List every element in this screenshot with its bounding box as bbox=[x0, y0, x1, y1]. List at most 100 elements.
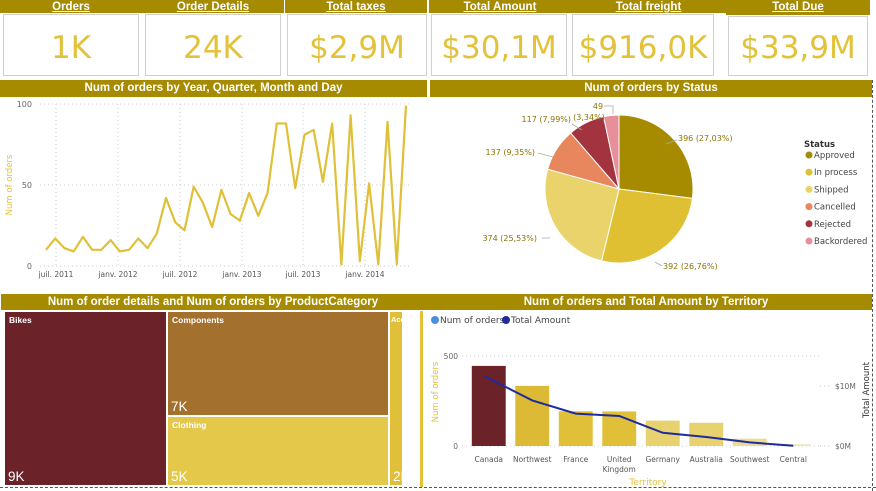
x-tick-label: France bbox=[563, 455, 588, 464]
pie-data-label: 137 (9,35%) bbox=[486, 148, 535, 157]
leader-line bbox=[571, 123, 583, 131]
pie-slice-shipped[interactable] bbox=[544, 168, 620, 262]
treemap-cell-label: Acces... bbox=[391, 315, 420, 324]
legend-dot-icon bbox=[805, 185, 813, 193]
treemap-cell-label: Components bbox=[172, 315, 224, 325]
treemap-cell-label: Clothing bbox=[172, 420, 207, 430]
kpi-label: Total Amount bbox=[429, 0, 571, 13]
x-tick-label: Australia bbox=[690, 455, 723, 464]
y-axis-title: Num of orders bbox=[5, 154, 15, 215]
product-category-treemap[interactable]: Bikes 9K Components 7K Clothing 5K Acces... 2K bbox=[4, 311, 424, 486]
pie-slice-in-process[interactable] bbox=[600, 188, 693, 264]
legend-dot-icon bbox=[805, 203, 813, 211]
x-tick-label: juil. 2012 bbox=[162, 270, 198, 279]
legend-num-orders[interactable]: Num of orders bbox=[431, 316, 504, 326]
treemap-cell-clothing[interactable]: Clothing 5K bbox=[167, 416, 389, 486]
legend-dot-icon bbox=[805, 168, 813, 176]
treemap-cell-value: 9K bbox=[8, 469, 25, 484]
legend-item-cancelled[interactable]: Cancelled bbox=[814, 203, 856, 213]
pie-data-label: 392 (26,76%) bbox=[663, 262, 718, 271]
total-amount-line[interactable] bbox=[484, 375, 794, 447]
y-tick-label: 500 bbox=[444, 352, 459, 361]
legend-title: Status bbox=[804, 140, 835, 150]
pie-slice-backordered[interactable] bbox=[602, 114, 620, 190]
y-tick-label: 100 bbox=[17, 100, 32, 109]
bar-australia[interactable] bbox=[689, 422, 724, 446]
panel-border-bottom bbox=[0, 487, 876, 488]
x-tick-label: juil. 2013 bbox=[285, 270, 321, 279]
leader-line bbox=[654, 261, 663, 267]
y2-axis-title: Total Amount bbox=[862, 361, 872, 419]
y2-tick-label: $0M bbox=[835, 442, 851, 451]
kpi-value: 24K bbox=[145, 14, 281, 76]
treemap-cell-components[interactable]: Components 7K bbox=[167, 311, 389, 416]
legend-dot-icon bbox=[431, 316, 439, 324]
bar-united-kingdom[interactable] bbox=[602, 411, 637, 446]
y-tick-label: 0 bbox=[453, 442, 458, 451]
orders-by-date-line-chart[interactable]: 0 50 100 juil. 2011 janv. 2012 juil. 2012 janv… bbox=[0, 97, 430, 287]
y-axis-title: Num of orders bbox=[431, 361, 441, 422]
treemap-cell-label: Bikes bbox=[9, 315, 32, 325]
treemap-cell-value: 5K bbox=[171, 469, 188, 484]
pie-chart-title: Num of orders by Status bbox=[430, 80, 872, 97]
treemap-cell-value: 7K bbox=[171, 399, 188, 414]
territory-combo-chart[interactable]: 0 500 $0M $10M Canada Northwest France UnitedKi… bbox=[420, 330, 876, 490]
line-chart-title: Num of orders by Year, Quarter, Month an… bbox=[0, 80, 427, 97]
treemap-cell-value: 2K bbox=[393, 469, 410, 484]
x-tick-label: janv. 2013 bbox=[221, 270, 261, 279]
pie-data-label: (3,34%) bbox=[573, 113, 605, 122]
y-tick-label: 0 bbox=[27, 262, 32, 271]
legend-dot-icon bbox=[805, 151, 813, 159]
kpi-value: $30,1M bbox=[431, 14, 567, 76]
x-tick-label: Central bbox=[780, 455, 807, 464]
kpi-value: $2,9M bbox=[287, 14, 427, 76]
legend-dot-icon bbox=[805, 237, 813, 245]
x-tick-label: juil. 2011 bbox=[38, 270, 74, 279]
pie-data-label: 117 (7,99%) bbox=[522, 115, 571, 124]
x-tick-label: Germany bbox=[646, 455, 681, 464]
pie-slice-approved[interactable] bbox=[618, 114, 694, 199]
legend-dot-icon bbox=[805, 220, 813, 228]
x-tick-label: United bbox=[607, 455, 632, 464]
x-tick-label: janv. 2014 bbox=[344, 270, 384, 279]
treemap-title: Num of order details and Num of orders b… bbox=[1, 294, 425, 310]
legend-item-approved[interactable]: Approved bbox=[814, 151, 855, 161]
kpi-label: Total taxes bbox=[285, 0, 427, 13]
orders-line[interactable] bbox=[45, 105, 408, 266]
kpi-value: $33,9M bbox=[728, 16, 868, 76]
y-tick-label: 50 bbox=[22, 181, 32, 190]
x-tick-label: Kingdom bbox=[603, 465, 636, 474]
treemap-cell-bikes[interactable]: Bikes 9K bbox=[4, 311, 167, 486]
x-axis-title: Territory bbox=[628, 478, 667, 488]
kpi-label: Total freight bbox=[571, 0, 726, 13]
kpi-value: $916,0K bbox=[572, 14, 714, 76]
pie-data-label: 396 (27,03%) bbox=[678, 134, 733, 143]
bar-northwest[interactable] bbox=[515, 385, 550, 446]
legend-item-in-process[interactable]: In process bbox=[814, 168, 858, 178]
orders-by-status-pie-chart[interactable]: 396 (27,03%) 392 (26,76%) 374 (25,53%) 137 … bbox=[430, 97, 876, 287]
leader-line bbox=[665, 139, 678, 145]
pie-data-label: 49 bbox=[593, 102, 603, 111]
legend-total-amount[interactable]: Total Amount bbox=[502, 316, 570, 326]
kpi-value: 1K bbox=[3, 14, 139, 76]
panel-accent-bar bbox=[420, 311, 423, 487]
treemap-cell-acces[interactable]: Acces... 2K bbox=[389, 311, 419, 486]
legend-item-rejected[interactable]: Rejected bbox=[814, 220, 851, 230]
y2-tick-label: $10M bbox=[835, 382, 856, 391]
pie-data-label: 374 (25,53%) bbox=[482, 234, 537, 243]
x-tick-label: Canada bbox=[474, 455, 503, 464]
x-tick-label: Southwest bbox=[730, 455, 769, 464]
legend-item-shipped[interactable]: Shipped bbox=[814, 185, 849, 195]
legend-item-backordered[interactable]: Backordered bbox=[814, 237, 867, 247]
leader-line bbox=[604, 105, 614, 114]
x-tick-label: janv. 2012 bbox=[97, 270, 137, 279]
x-tick-label: Northwest bbox=[513, 455, 552, 464]
leader-line bbox=[537, 152, 554, 158]
kpi-label: Order Details bbox=[142, 0, 284, 13]
legend-dot-icon bbox=[502, 316, 510, 324]
combo-chart-title: Num of orders and Total Amount by Territ… bbox=[420, 294, 872, 310]
kpi-label: Total Due bbox=[726, 0, 870, 15]
kpi-label: Orders bbox=[0, 0, 142, 13]
bar-france[interactable] bbox=[558, 411, 593, 446]
panel-border bbox=[872, 80, 873, 491]
